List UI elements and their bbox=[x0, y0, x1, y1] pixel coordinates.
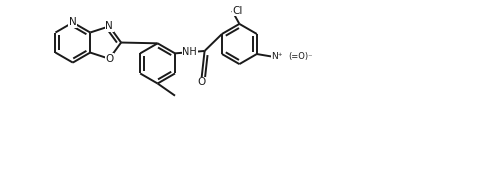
Text: (=O)⁻: (=O)⁻ bbox=[288, 52, 313, 61]
Text: O: O bbox=[105, 54, 113, 64]
Text: N: N bbox=[106, 21, 113, 31]
Text: N⁺: N⁺ bbox=[272, 52, 283, 61]
Text: Cl: Cl bbox=[232, 6, 242, 16]
Text: O: O bbox=[197, 77, 205, 87]
Text: NH: NH bbox=[182, 47, 197, 57]
Text: N: N bbox=[69, 17, 76, 27]
